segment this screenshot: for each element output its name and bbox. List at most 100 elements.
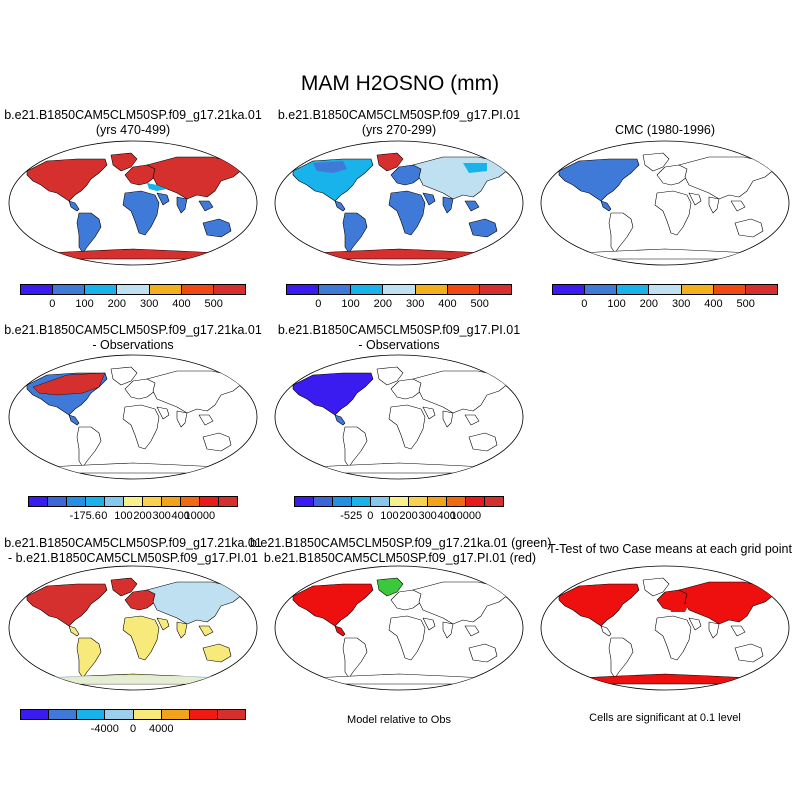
panel-7-title-line2: b.e21.B1850CAM5CLM50SP.f09_g17.PI.01 (re… <box>263 551 537 565</box>
landmass-sa <box>342 637 368 679</box>
colorbar-swatch <box>181 497 200 506</box>
colorbar-swatch <box>479 285 511 294</box>
landmass-sea <box>198 414 214 426</box>
colorbar-tick-label: 400 <box>437 510 456 522</box>
landmass-green <box>110 577 138 597</box>
landmass-sa <box>76 637 102 679</box>
colorbar-panel-5 <box>294 496 504 507</box>
landmass-aus <box>468 643 498 663</box>
colorbar-tick-label: 100 <box>114 510 133 522</box>
landmass-arab <box>422 406 436 420</box>
colorbar-tick-label: 500 <box>204 298 223 310</box>
map-panel-6 <box>8 565 258 691</box>
landmass-ca <box>68 200 80 212</box>
map-panel-2 <box>274 140 524 266</box>
colorbar-swatch <box>585 285 618 294</box>
colorbar-tick-label: -4000 <box>90 723 119 735</box>
colorbar-swatch <box>181 285 214 294</box>
colorbar-swatch <box>48 497 67 506</box>
main-title: MAM H2OSNO (mm) <box>300 72 500 95</box>
colorbar-swatch <box>49 710 78 719</box>
colorbar-swatch <box>124 497 143 506</box>
landmass-afr <box>122 190 160 236</box>
landmass-sea <box>464 414 480 426</box>
landmass-na <box>292 158 374 202</box>
colorbar-swatch <box>319 285 352 294</box>
panel-5-title-line2: - Observations <box>358 338 440 352</box>
landmass-arab <box>422 617 436 631</box>
colorbar-panel-4 <box>28 496 238 507</box>
landmass-green <box>642 577 670 597</box>
colorbar-panel-1-labels: 0 100 200 300 400 500 <box>20 298 246 312</box>
colorbar-swatch <box>351 285 384 294</box>
colorbar-swatch <box>466 497 485 506</box>
colorbar-tick-label: 10000 <box>184 510 216 522</box>
landmass-na <box>558 158 640 202</box>
landmass-ca <box>334 414 346 426</box>
colorbar-swatch <box>447 285 480 294</box>
landmass-green <box>110 152 138 172</box>
colorbar-tick-label: 100 <box>75 298 94 310</box>
panel-4-title: b.e21.B1850CAM5CLM50SP.f09_g17.21ka.01 -… <box>0 323 266 353</box>
colorbar-swatch <box>77 710 106 719</box>
colorbar-panel-4-labels: -175.6 0 100 200 300 400 10000 <box>28 510 238 524</box>
landmass-aus <box>202 218 232 238</box>
snow-patch <box>313 161 347 173</box>
colorbar-tick-label: 300 <box>418 510 437 522</box>
landmass-afr <box>122 404 160 450</box>
colorbar-tick-label: 0 <box>581 298 588 310</box>
landmass-india <box>708 621 720 639</box>
landmass-na <box>292 372 374 416</box>
landmass-sa <box>608 212 634 254</box>
panel-2-title-line1: b.e21.B1850CAM5CLM50SP.f09_g17.PI.01 <box>277 108 521 122</box>
snow-patch <box>463 163 487 173</box>
landmass-arab <box>156 192 170 206</box>
landmass-sea <box>730 200 746 212</box>
colorbar-swatch <box>371 497 390 506</box>
panel-7-title: b.e21.B1850CAM5CLM50SP.f09_g17.21ka.01 (… <box>250 536 552 566</box>
landmass-aus <box>468 432 498 452</box>
panel-8-title-line1: T-Test of two Case means at each grid po… <box>548 542 792 556</box>
model-relative-note: Model relative to Obs <box>347 714 451 726</box>
panel-7-title-line1: b.e21.B1850CAM5CLM50SP.f09_g17.21ka.01 (… <box>250 536 552 550</box>
colorbar-swatch <box>133 710 162 719</box>
colorbar-swatch <box>314 497 333 506</box>
landmass-sa <box>76 426 102 468</box>
colorbar-swatch <box>189 710 218 719</box>
snow-patch <box>147 183 167 191</box>
colorbar-swatch <box>409 497 428 506</box>
panel-2-title: b.e21.B1850CAM5CLM50SP.f09_g17.PI.01 (yr… <box>266 108 532 138</box>
colorbar-swatch <box>617 285 650 294</box>
landmass-green <box>110 366 138 386</box>
map-panel-1 <box>8 140 258 266</box>
landmass-aus <box>202 643 232 663</box>
colorbar-swatch <box>333 497 352 506</box>
colorbar-swatch <box>85 285 118 294</box>
colorbar-swatch <box>287 285 320 294</box>
colorbar-tick-label: 100 <box>341 298 360 310</box>
diff-patch <box>32 372 106 396</box>
colorbar-tick-label: 0 <box>129 723 137 735</box>
colorbar-swatch <box>105 710 134 719</box>
panel-6-title-line2: - b.e21.B1850CAM5CLM50SP.f09_g17.PI.01 <box>8 551 258 565</box>
colorbar-tick-label: 200 <box>399 510 418 522</box>
colorbar-swatch <box>217 710 245 719</box>
colorbar-swatch <box>447 497 466 506</box>
colorbar-panel-6-labels: -4000 0 4000 <box>20 723 246 737</box>
panel-3-title: CMC (1980-1996) <box>532 123 798 138</box>
colorbar-panel-3 <box>552 284 778 295</box>
colorbar-swatch <box>553 285 586 294</box>
colorbar-swatch <box>383 285 416 294</box>
landmass-ca <box>68 625 80 637</box>
colorbar-panel-2-labels: 0 100 200 300 400 500 <box>286 298 512 312</box>
landmass-ca <box>68 414 80 426</box>
colorbar-swatch <box>681 285 714 294</box>
colorbar-swatch <box>143 497 162 506</box>
landmass-na <box>292 583 374 627</box>
colorbar-panel-1 <box>20 284 246 295</box>
landmass-ca <box>334 200 346 212</box>
landmass-sa <box>342 212 368 254</box>
landmass-aus <box>734 643 764 663</box>
colorbar-swatch <box>352 497 371 506</box>
landmass-sea <box>464 625 480 637</box>
